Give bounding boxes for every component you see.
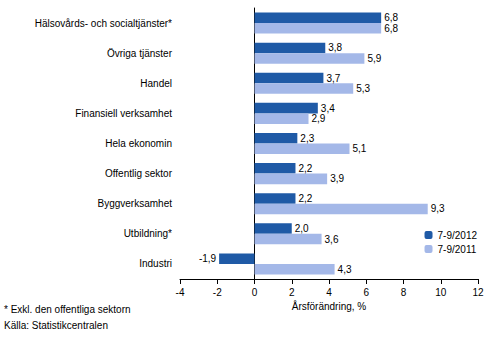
svg-text:2,0: 2,0 — [295, 223, 309, 234]
svg-text:7-9/2011: 7-9/2011 — [438, 244, 477, 255]
svg-text:Handel: Handel — [140, 78, 172, 89]
svg-text:Årsförändring, %: Årsförändring, % — [292, 300, 367, 312]
svg-text:Källa: Statistikcentralen: Källa: Statistikcentralen — [4, 320, 108, 331]
svg-text:5,9: 5,9 — [367, 53, 381, 64]
svg-text:4: 4 — [326, 287, 332, 298]
svg-text:3,7: 3,7 — [326, 73, 340, 84]
svg-text:2,2: 2,2 — [298, 193, 312, 204]
svg-text:Hälsovårds- och socialtjänster: Hälsovårds- och socialtjänster* — [35, 18, 172, 29]
svg-text:10: 10 — [435, 287, 447, 298]
svg-text:9,3: 9,3 — [431, 203, 445, 214]
svg-text:12: 12 — [472, 287, 484, 298]
svg-text:Finansiell verksamhet: Finansiell verksamhet — [75, 108, 172, 119]
svg-text:5,3: 5,3 — [356, 83, 370, 94]
svg-text:3,4: 3,4 — [321, 103, 335, 114]
svg-text:8: 8 — [401, 287, 407, 298]
svg-text:2: 2 — [289, 287, 295, 298]
svg-text:-4: -4 — [176, 287, 185, 298]
svg-text:Offentlig sektor: Offentlig sektor — [105, 168, 173, 179]
svg-text:6,8: 6,8 — [384, 12, 398, 23]
svg-text:5,1: 5,1 — [352, 143, 366, 154]
svg-text:4,3: 4,3 — [338, 264, 352, 275]
svg-text:Industri: Industri — [139, 258, 172, 269]
svg-text:-2: -2 — [213, 287, 222, 298]
svg-text:3,8: 3,8 — [328, 42, 342, 53]
svg-text:3,6: 3,6 — [325, 234, 339, 245]
svg-text:Byggverksamhet: Byggverksamhet — [98, 198, 173, 209]
svg-text:2,2: 2,2 — [298, 163, 312, 174]
svg-text:* Exkl. den offentliga sektorn: * Exkl. den offentliga sektorn — [4, 304, 131, 315]
svg-text:2,9: 2,9 — [312, 113, 326, 124]
svg-text:Utbildning*: Utbildning* — [124, 228, 172, 239]
svg-text:6,8: 6,8 — [384, 23, 398, 34]
svg-text:Övriga tjänster: Övriga tjänster — [107, 48, 173, 59]
svg-text:6: 6 — [363, 287, 369, 298]
svg-text:3,9: 3,9 — [330, 173, 344, 184]
svg-text:2,3: 2,3 — [300, 133, 314, 144]
svg-text:0: 0 — [252, 287, 258, 298]
svg-text:Hela ekonomin: Hela ekonomin — [105, 138, 172, 149]
svg-text:-1,9: -1,9 — [199, 253, 217, 264]
svg-text:7-9/2012: 7-9/2012 — [438, 230, 478, 241]
